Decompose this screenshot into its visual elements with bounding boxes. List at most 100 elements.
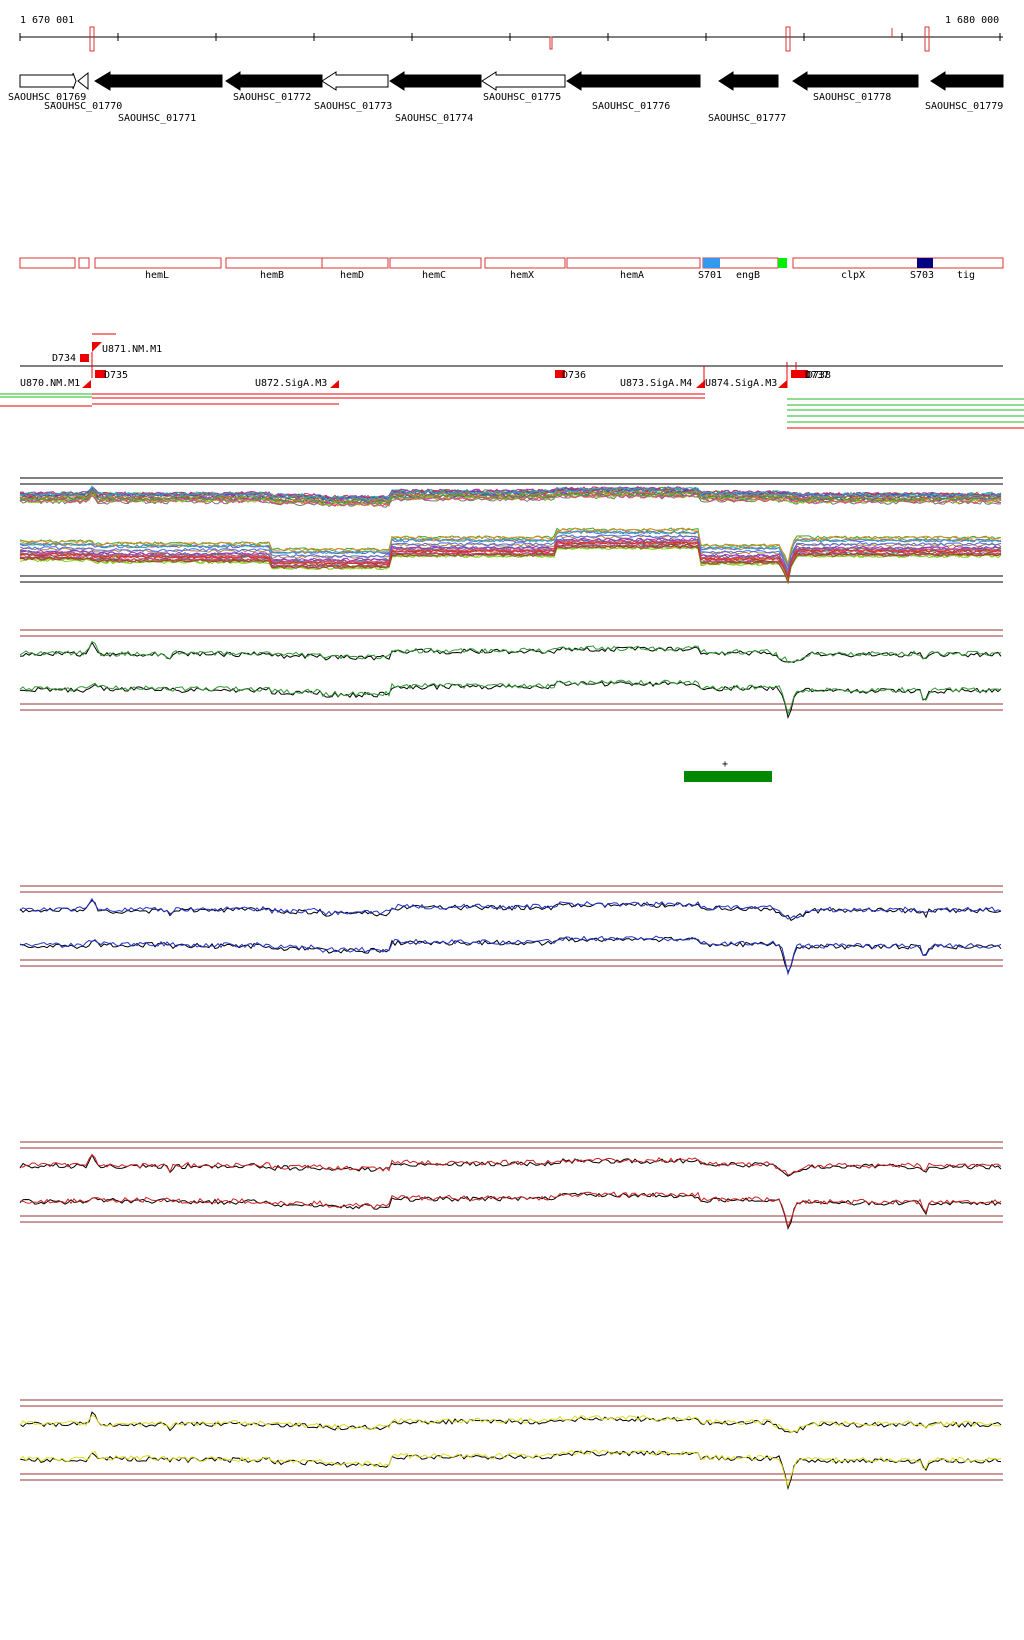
gene-label: SAOUHSC_01777 <box>708 113 786 124</box>
profile-line <box>19 1450 1002 1491</box>
gene-label: SAOUHSC_01771 <box>118 113 196 124</box>
profile-line <box>19 1414 1002 1434</box>
gene-label: SAOUHSC_01772 <box>233 92 311 103</box>
segment-label-U874: U874.SigA.M3 <box>705 378 777 389</box>
gene-arrow-SAOUHSC_01774[interactable] <box>389 71 482 91</box>
annotation-label-clpX: clpX <box>841 270 865 281</box>
segment-flag <box>778 380 787 388</box>
ruler-marker[interactable] <box>89 26 95 52</box>
annotation-box-hemA[interactable] <box>566 257 701 269</box>
annotation-box[interactable] <box>19 257 76 269</box>
highlight-strand-label: + <box>722 759 728 770</box>
annotation-box-hemC[interactable] <box>389 257 482 269</box>
profile-line <box>19 1153 1002 1177</box>
marker-D734[interactable] <box>80 354 89 362</box>
marker-D738[interactable] <box>798 370 808 378</box>
gene-arrow-SAOUHSC_01773[interactable] <box>321 71 389 91</box>
gene-arrow-SAOUHSC_01779[interactable] <box>930 71 1004 91</box>
gene-arrow-SAOUHSC_01772[interactable] <box>225 71 323 91</box>
annotation-box-clpX[interactable] <box>792 257 919 269</box>
annotation-box-hemD[interactable] <box>321 257 389 269</box>
profile-line <box>19 493 1002 507</box>
expression-track-yellow <box>19 1399 1003 1491</box>
expression-track-multi <box>19 477 1003 585</box>
gene-label: SAOUHSC_01776 <box>592 101 670 112</box>
marker-D737[interactable] <box>791 370 801 378</box>
marker-D736[interactable] <box>555 370 565 378</box>
profile-line <box>19 527 1002 565</box>
ruler-marker[interactable] <box>924 26 930 52</box>
marker-label-D738: D738 <box>807 370 831 381</box>
segment-spans <box>0 393 1024 429</box>
ruler-marker[interactable] <box>785 26 791 52</box>
profile-line <box>19 1449 1002 1488</box>
coordinate-ruler: 1 670 001 1 680 000 <box>19 15 1003 52</box>
gene-arrow-SAOUHSC_01778[interactable] <box>792 71 919 91</box>
gene-track: SAOUHSC_01769 SAOUHSC_01770 SAOUHSC_0177… <box>8 71 1004 124</box>
expression-track-red <box>19 1141 1003 1230</box>
annotation-S703-block[interactable] <box>917 258 933 268</box>
annotation-label-hemX: hemX <box>510 270 534 281</box>
annotation-label-S701: S701 <box>698 270 722 281</box>
segment-flag <box>696 380 705 388</box>
annotation-S701-block[interactable] <box>703 258 720 268</box>
gene-arrow-SAOUHSC_01775[interactable] <box>481 71 566 91</box>
profile-line <box>19 897 1002 920</box>
gene-label: SAOUHSC_01775 <box>483 92 561 103</box>
gene-label: SAOUHSC_01779 <box>925 101 1003 112</box>
profile-line <box>19 936 1002 974</box>
gene-label: SAOUHSC_01769 <box>8 92 86 103</box>
gene-arrow-SAOUHSC_01769[interactable] <box>19 72 77 90</box>
segment-flag <box>92 342 102 352</box>
annotation-box-hemX[interactable] <box>484 257 566 269</box>
gene-arrow-SAOUHSC_01771[interactable] <box>94 71 223 91</box>
profile-line <box>19 1191 1002 1229</box>
annotation-label-hemL: hemL <box>145 270 169 281</box>
annotation-green-block[interactable] <box>778 258 787 268</box>
annotation-label-tig: tig <box>957 270 975 281</box>
profile-line <box>19 539 1002 576</box>
profile-line <box>19 899 1002 922</box>
annotation-label-hemC: hemC <box>422 270 446 281</box>
ruler-end-label: 1 680 000 <box>945 15 999 26</box>
gene-arrow-SAOUHSC_01777[interactable] <box>718 71 779 91</box>
gene-label: SAOUHSC_01778 <box>813 92 891 103</box>
ruler-marker[interactable] <box>549 36 553 50</box>
annotation-label-hemD: hemD <box>340 270 364 281</box>
profile-line <box>19 680 1002 720</box>
highlight-bar[interactable] <box>684 771 772 782</box>
annotation-box-hemB[interactable] <box>225 257 323 269</box>
profile-line <box>19 529 1002 567</box>
expression-track-green <box>19 629 1003 720</box>
profile-line <box>19 640 1002 664</box>
gene-arrow-SAOUHSC_01776[interactable] <box>566 71 701 91</box>
profile-line <box>19 533 1002 572</box>
marker-label-D737: D737 <box>805 370 829 381</box>
profile-line <box>19 493 1002 507</box>
ruler-markers <box>89 26 930 52</box>
gene-label: SAOUHSC_01773 <box>314 101 392 112</box>
ruler-ticks <box>19 33 1001 41</box>
profile-line <box>19 545 1002 585</box>
segment-flag <box>330 380 339 388</box>
annotation-track: hemL hemB hemD hemC hemX hemA S701 engB … <box>19 257 1004 281</box>
profile-line <box>20 641 1002 663</box>
marker-label-D736: D736 <box>562 370 586 381</box>
annotation-box[interactable] <box>78 257 90 269</box>
annotation-label-hemB: hemB <box>260 270 284 281</box>
profile-line <box>19 544 1002 585</box>
expression-track-blue <box>19 885 1003 976</box>
marker-D735[interactable] <box>95 370 106 378</box>
marker-label-D735: D735 <box>104 370 128 381</box>
annotation-label-S703: S703 <box>910 270 934 281</box>
profile-line <box>19 679 1002 716</box>
segment-label-U871: U871.NM.M1 <box>102 344 162 355</box>
annotation-box-hemL[interactable] <box>94 257 222 269</box>
annotation-label-engB: engB <box>736 270 760 281</box>
gene-arrow-SAOUHSC_01770[interactable] <box>77 71 89 91</box>
marker-label-D734: D734 <box>52 353 76 364</box>
profile-line <box>19 540 1002 579</box>
gene-label: SAOUHSC_01774 <box>395 113 473 124</box>
segment-label-U873: U873.SigA.M4 <box>620 378 692 389</box>
profile-line <box>19 485 1002 500</box>
